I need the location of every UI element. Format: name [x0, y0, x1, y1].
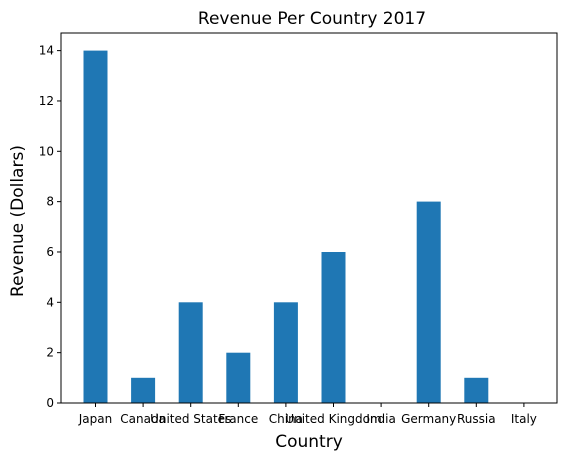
bar-germany [417, 202, 441, 403]
y-tick-label: 6 [46, 245, 54, 259]
bar-china [274, 302, 298, 403]
y-tick-label: 14 [39, 44, 54, 58]
y-tick-label: 10 [39, 144, 54, 158]
x-tick-label: Italy [511, 412, 537, 426]
bar-united-states [179, 302, 203, 403]
y-tick-label: 2 [46, 346, 54, 360]
bar-canada [131, 378, 155, 403]
x-tick-label: Japan [78, 412, 112, 426]
y-tick-label: 12 [39, 94, 54, 108]
y-tick-label: 0 [46, 396, 54, 410]
y-tick-label: 8 [46, 195, 54, 209]
bar-france [226, 353, 250, 403]
plot-frame [61, 33, 557, 403]
chart-title: Revenue Per Country 2017 [198, 9, 426, 29]
bar-russia [464, 378, 488, 403]
y-axis-label: Revenue (Dollars) [8, 145, 28, 297]
x-tick-label: Russia [457, 412, 496, 426]
x-tick-label: Germany [401, 412, 456, 426]
y-tick-label: 4 [46, 295, 54, 309]
bar-united-kingdom [322, 252, 346, 403]
x-tick-label: France [218, 412, 258, 426]
x-axis-label: Country [275, 432, 343, 452]
x-tick-label: India [366, 412, 395, 426]
bar-japan [84, 51, 108, 403]
